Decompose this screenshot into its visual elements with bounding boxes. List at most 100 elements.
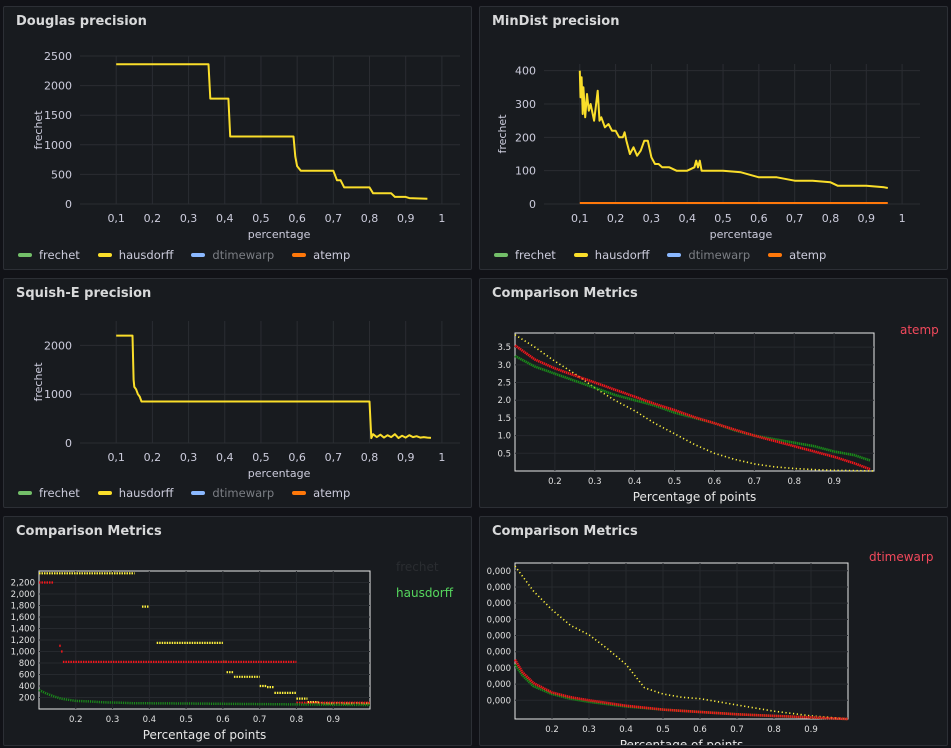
y-tick-label: 0,000 [487,632,511,642]
x-tick-label: 0.3 [588,477,602,487]
series-line-hausdorff [116,336,431,439]
plot-frame [515,333,874,471]
chart-comparison-atemp: 0.51.01.52.02.53.03.50.2 0.3 0.4 0.5 0.6 0.7 0… [480,279,948,508]
panel-comparison-metrics-dtimewarp[interactable]: Comparison Metrics 0,000 0,000 0,000 0,000 0… [479,516,948,746]
y-tick-label: 1.0 [497,432,511,442]
legend-item-atemp[interactable]: atemp [768,248,826,262]
y-tick-label: 2000 [44,80,72,93]
x-tick-label: 0,5 [714,212,732,225]
x-tick-label: 1 [438,212,445,225]
legend-label: hausdorff [119,248,174,262]
x-tick-label: 0.2 [548,477,562,487]
legend-item-frechet[interactable]: frechet [494,248,556,262]
x-axis-label: Percentage of points [633,490,757,504]
y-tick-label: 400 [19,682,35,692]
y-tick-label: 1.5 [497,414,511,424]
y-axis-label: frechet [496,114,509,154]
legend-label: atemp [313,248,350,262]
legend-label: atemp [313,486,350,500]
y-tick-label: 0,000 [487,615,511,625]
legend-label: hausdorff [595,248,650,262]
series-yellow [39,573,370,703]
x-tick-label: 0.6 [693,725,707,735]
legend-swatch [768,253,782,257]
x-tick-label: 1 [438,451,445,464]
legend-label: frechet [39,248,80,262]
series-line [515,660,848,719]
x-tick-label: 0.8 [787,477,801,487]
chart-douglas: 0 500 1000 1500 2000 2500 0,1 0,2 0,3 0,4 0,5 0,6 0,… [4,7,472,270]
chart-squish-e: 0100020000,1 0,2 0,3 0,4 0,5 0,6 0,7 0,8 0,9 1per… [4,279,472,508]
y-tick-label: 2.5 [497,379,511,389]
x-tick-label: 0.2 [545,725,559,735]
legend: frechet hausdorff dtimewarp atemp [18,486,368,500]
y-axis-label: frechet [32,362,45,402]
x-tick-label: 0,7 [786,212,804,225]
legend: frechet hausdorff dtimewarp atemp [494,248,844,262]
series-green [515,664,848,719]
x-tick-label: 0.9 [326,715,340,725]
x-tick-label: 0,2 [144,212,162,225]
y-tick-label: 1,800 [11,602,35,612]
y-tick-label: 3.5 [497,343,511,353]
x-tick-label: 0,9 [858,212,876,225]
y-axis-label: frechet [32,110,45,150]
x-tick-label: 0,8 [361,451,379,464]
x-tick-label: 0,7 [325,212,343,225]
series-red [515,345,870,469]
series-line [515,664,848,719]
x-tick-label: 0.7 [253,715,267,725]
legend-item-hausdorff[interactable]: hausdorff [98,486,174,500]
legend-swatch [191,491,205,495]
x-tick-label: 0.5 [656,725,670,735]
x-tick-label: 0,5 [252,451,270,464]
panel-comparison-metrics-hausdorff[interactable]: Comparison Metrics 200 400 600 800 1,000 1,20… [3,516,472,746]
legend-swatch [191,253,205,257]
y-tick-label: 2,000 [11,590,35,600]
series-green [515,356,870,460]
legend-label: dtimewarp [212,486,274,500]
x-axis-label: percentage [248,467,311,480]
legend-swatch [667,253,681,257]
legend-item-hausdorff[interactable]: hausdorff [574,248,650,262]
y-tick-label: 2000 [44,339,72,352]
x-tick-label: 0.3 [106,715,120,725]
y-tick-label: 1000 [44,139,72,152]
legend-label: frechet [515,248,556,262]
x-tick-label: 0,9 [397,212,415,225]
legend-item-atemp[interactable]: atemp [292,486,350,500]
y-tick-label: 500 [51,168,72,181]
legend-item-hausdorff[interactable]: hausdorff [98,248,174,262]
x-tick-label: 0.7 [730,725,744,735]
x-axis-label: percentage [248,228,311,241]
legend-item-frechet[interactable]: frechet [18,248,80,262]
x-tick-label: 0,1 [571,212,589,225]
series-line-hausdorff [116,64,427,198]
panel-mindist-precision[interactable]: MinDist precision 0 100 200 300 400 0,1 0,2 0,3… [479,6,948,270]
x-tick-label: 0.4 [143,715,157,725]
legend-item-frechet[interactable]: frechet [18,486,80,500]
y-tick-label: 0,000 [487,583,511,593]
x-tick-label: 0,4 [216,451,234,464]
legend-item-atemp[interactable]: atemp [292,248,350,262]
x-tick-label: 0.6 [708,477,722,487]
legend-label: dtimewarp [212,248,274,262]
panel-squish-e-precision[interactable]: Squish-E precision 0 1000 2000 0,1 0,2 0,3 0,4… [3,278,472,508]
legend-item-dtimewarp[interactable]: dtimewarp [191,486,274,500]
y-tick-label: 1500 [44,109,72,122]
y-tick-label: 0 [529,198,536,211]
x-tick-label: 1 [899,212,906,225]
x-tick-label: 0.3 [582,725,596,735]
legend-item-dtimewarp[interactable]: dtimewarp [191,248,274,262]
legend-label: hausdorff [119,486,174,500]
legend-swatch [292,491,306,495]
panel-comparison-metrics-atemp[interactable]: Comparison Metrics 0.5 1.0 1.5 2.0 2.5 3.0 3.5… [479,278,948,508]
x-tick-label: 0,6 [750,212,768,225]
x-tick-label: 0,5 [252,212,270,225]
y-tick-label: 1,000 [11,648,35,658]
x-tick-label: 0,9 [397,451,415,464]
panel-douglas-precision[interactable]: Douglas precision 0 500 1000 1500 2000 2500 0,… [3,6,472,270]
legend-item-dtimewarp[interactable]: dtimewarp [667,248,750,262]
y-tick-label: 0 [65,198,72,211]
y-tick-label: 0.5 [497,449,511,459]
